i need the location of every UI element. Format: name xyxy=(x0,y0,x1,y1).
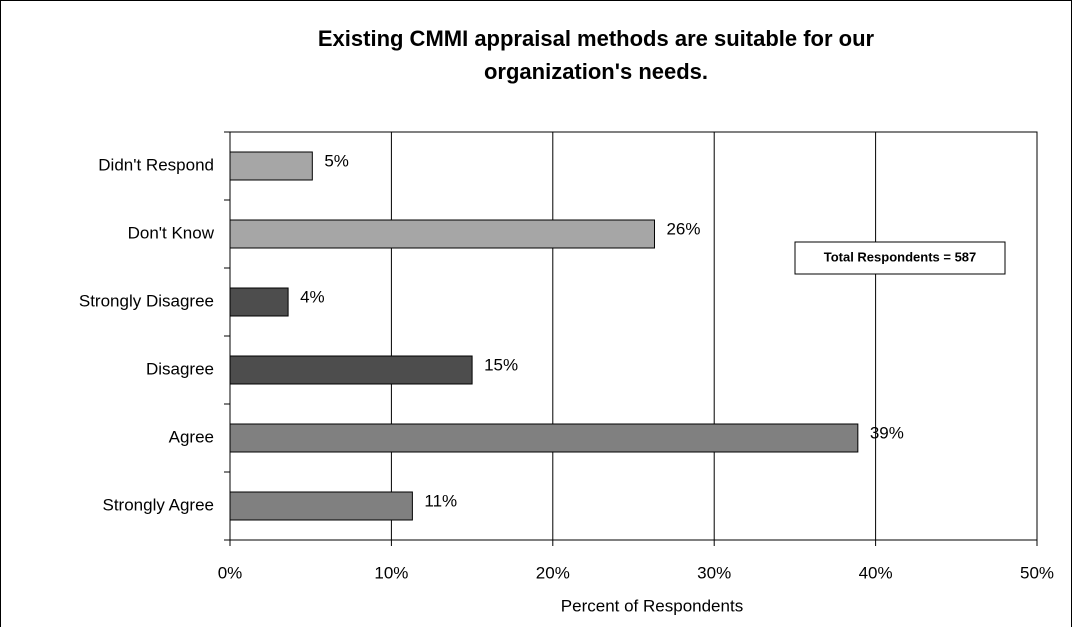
bar xyxy=(229,355,473,385)
bar xyxy=(229,423,859,453)
y-tick-label: Don't Know xyxy=(128,223,215,242)
value-label: 4% xyxy=(300,287,325,306)
chart-title: organization's needs. xyxy=(484,59,708,84)
x-axis-label: Percent of Respondents xyxy=(561,596,743,615)
value-label: 26% xyxy=(666,219,700,238)
value-label: 5% xyxy=(324,151,349,170)
x-tick-label: 0% xyxy=(218,563,243,582)
annotation: Total Respondents = 587 xyxy=(824,249,977,264)
y-tick-label: Disagree xyxy=(146,359,214,378)
x-tick-label: 50% xyxy=(1020,563,1054,582)
value-label: 39% xyxy=(870,423,904,442)
y-tick-label: Strongly Agree xyxy=(102,495,214,514)
x-tick-label: 40% xyxy=(859,563,893,582)
x-tick-label: 30% xyxy=(697,563,731,582)
bar xyxy=(229,151,313,181)
bar xyxy=(229,287,289,317)
value-label: 11% xyxy=(424,491,457,510)
value-label: 15% xyxy=(484,355,518,374)
chart-title: Existing CMMI appraisal methods are suit… xyxy=(318,26,875,51)
y-tick-label: Strongly Disagree xyxy=(79,291,214,310)
annotation-box xyxy=(794,241,1006,275)
y-tick-label: Agree xyxy=(169,427,214,446)
bar xyxy=(229,219,655,249)
x-tick-label: 20% xyxy=(536,563,570,582)
y-tick-label: Didn't Respond xyxy=(98,155,214,174)
bar xyxy=(229,491,413,521)
x-tick-label: 10% xyxy=(374,563,408,582)
